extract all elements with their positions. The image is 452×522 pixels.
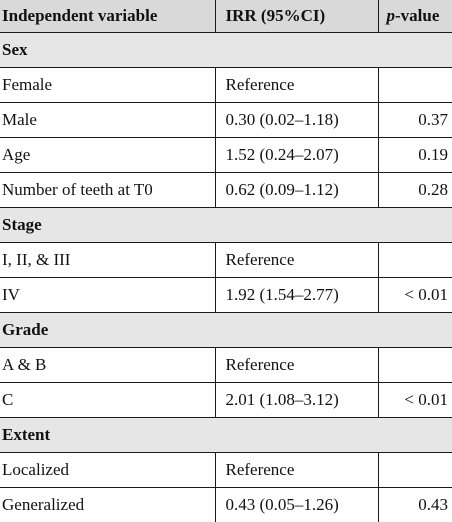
p-value-cell: 0.37 (378, 102, 452, 138)
header-independent-variable: Independent variable (0, 0, 216, 33)
variable-cell: Generalized (0, 487, 216, 522)
variable-cell: A & B (0, 347, 216, 383)
section-label: Stage (0, 207, 452, 243)
variable-cell: Male (0, 102, 216, 138)
irr-cell: Reference (215, 452, 379, 488)
table-row: Number of teeth at T0 0.62 (0.09–1.12) 0.2… (0, 172, 452, 208)
p-value-cell: < 0.01 (378, 277, 452, 313)
variable-cell: Number of teeth at T0 (0, 172, 216, 208)
variable-cell: Localized (0, 452, 216, 488)
section-row: Sex (0, 32, 452, 68)
table-row: A & B Reference (0, 347, 452, 383)
header-p-suffix: -value (395, 5, 440, 25)
irr-cell: 1.92 (1.54–2.77) (215, 277, 379, 313)
header-row: Independent variable IRR (95%CI) p-value (0, 0, 452, 33)
header-p-value: p-value (378, 0, 452, 33)
p-value-cell: < 0.01 (378, 382, 452, 418)
table-row: C 2.01 (1.08–3.12) < 0.01 (0, 382, 452, 418)
irr-cell: 1.52 (0.24–2.07) (215, 137, 379, 173)
section-row: Stage (0, 207, 452, 243)
table-row: I, II, & III Reference (0, 242, 452, 278)
p-value-cell (378, 67, 452, 103)
table-row: Female Reference (0, 67, 452, 103)
p-value-cell: 0.19 (378, 137, 452, 173)
variable-cell: C (0, 382, 216, 418)
table-row: IV 1.92 (1.54–2.77) < 0.01 (0, 277, 452, 313)
irr-cell: 0.62 (0.09–1.12) (215, 172, 379, 208)
table-row: Age 1.52 (0.24–2.07) 0.19 (0, 137, 452, 173)
p-value-cell: 0.43 (418, 494, 448, 514)
irr-cell: 0.43 (0.05–1.26) (215, 487, 379, 522)
table-row: Male 0.30 (0.02–1.18) 0.37 (0, 102, 452, 138)
variable-cell: IV (0, 277, 216, 313)
irr-cell: Reference (215, 67, 379, 103)
variable-cell: Age (0, 137, 216, 173)
section-label: Grade (0, 312, 452, 348)
variable-cell: I, II, & III (0, 242, 216, 278)
section-label: Extent (0, 417, 452, 453)
header-irr: IRR (95%CI) (215, 0, 379, 33)
header-p-italic: p (386, 5, 396, 25)
p-value-cell: 0.28 (378, 172, 452, 208)
irr-cell: Reference (215, 242, 379, 278)
irr-cell: Reference (215, 347, 379, 383)
p-value-cell (378, 347, 452, 383)
section-row: Grade (0, 312, 452, 348)
table-body: Sex Female Reference Male 0.30 (0.02–1.18) 0.… (0, 32, 452, 522)
section-label: Sex (0, 32, 452, 68)
variable-cell: Female (0, 67, 216, 103)
table-row: Generalized 0.43 (0.05–1.26) 0.43 (0, 487, 452, 522)
irr-cell: 0.30 (0.02–1.18) (215, 102, 379, 138)
irr-cell: 2.01 (1.08–3.12) (215, 382, 379, 418)
p-value-cell (378, 242, 452, 278)
table-row: Localized Reference (0, 452, 452, 488)
section-row: Extent (0, 417, 452, 453)
p-value-cell (378, 452, 452, 488)
